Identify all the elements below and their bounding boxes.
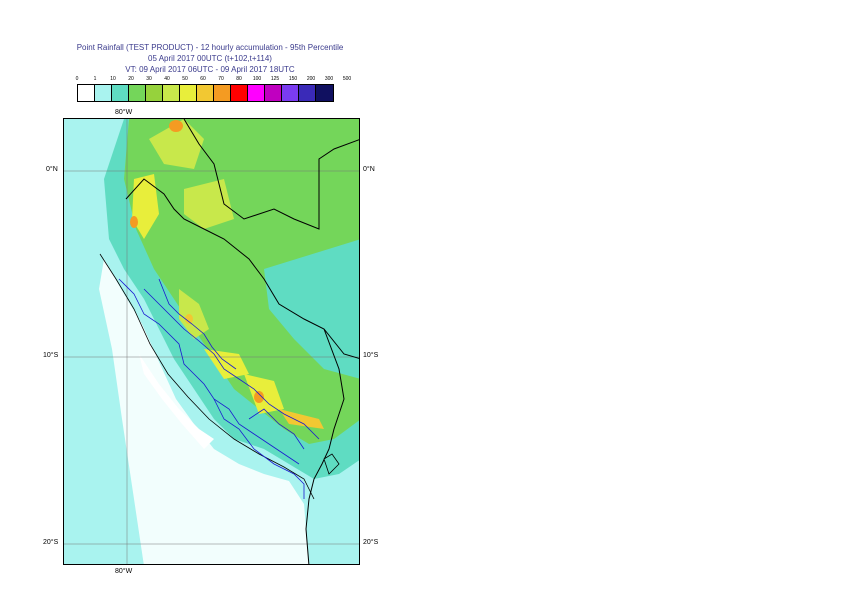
coastline [99,253,315,500]
region-border-5 [248,408,305,450]
colorbar-tick: 500 [342,76,352,82]
region-border-1 [118,278,300,465]
lon-label-bottom: 80°W [115,568,133,575]
colorbar-swatch [265,85,282,101]
country-border-peru-bolivia [305,328,345,564]
rainfall-map [63,118,360,565]
map-title: Point Rainfall (TEST PRODUCT) - 12 hourl… [76,43,344,52]
country-border-north [125,178,359,359]
lat-label-left-0n: 0°N [46,166,58,173]
colorbar-tick: 150 [288,76,298,82]
forecast-run-subtitle: 05 April 2017 00UTC (t+102,t+114) [148,54,272,63]
colorbar-swatch [316,85,333,101]
colorbar-tick: 0 [75,76,79,82]
rain-cell-ecuador [184,179,234,229]
colorbar-tick-labels: 0 1 10 20 30 40 50 60 70 80 100 125 150 … [70,76,355,84]
country-border-ecuador-colombia [183,119,359,230]
rain-max-coast [130,216,138,228]
colorbar-tick: 50 [182,76,188,82]
colorbar-swatch [231,85,248,101]
lon-label-top: 80°W [115,109,133,116]
land-rain-moderate [124,119,359,444]
colorbar-swatch [112,85,129,101]
lat-label-right-10s: 10°S [363,352,379,359]
colorbar-tick: 100 [252,76,262,82]
region-border-3 [158,278,237,370]
region-border-2 [143,288,320,440]
colorbar-tick: 125 [270,76,280,82]
region-border-4 [213,398,305,499]
colorbar-swatch [129,85,146,101]
colorbar-tick: 40 [164,76,170,82]
colorbar [77,84,334,102]
rain-cell-andes-south [244,374,284,414]
colorbar-tick: 200 [306,76,316,82]
rain-max-south [254,391,264,403]
colorbar-tick: 80 [236,76,242,82]
rainfall-map-svg [64,119,359,564]
colorbar-swatch [163,85,180,101]
rain-max-andes [185,314,193,324]
colorbar-swatch [214,85,231,101]
colorbar-tick: 300 [324,76,334,82]
colorbar-tick: 60 [200,76,206,82]
colorbar-tick: 30 [146,76,152,82]
colorbar-swatch [95,85,112,101]
colorbar-swatch [248,85,265,101]
coastal-dry-zone [139,354,214,449]
colorbar-swatch [180,85,197,101]
colorbar-swatch [146,85,163,101]
colorbar-swatch [282,85,299,101]
lat-label-left-20s: 20°S [43,539,59,546]
colorbar-swatch [197,85,214,101]
validity-time-subtitle: VT: 09 April 2017 06UTC - 09 April 2017 … [125,65,295,74]
lat-label-right-0n: 0°N [363,166,375,173]
rain-cell-north [149,119,204,169]
colorbar-tick: 10 [110,76,116,82]
rain-max-north [169,120,183,132]
colorbar-swatch [299,85,316,101]
rain-cell-southeast [279,409,324,429]
lat-label-left-10s: 10°S [43,352,59,359]
lat-label-right-20s: 20°S [363,539,379,546]
colorbar-swatch [78,85,95,101]
lake-titicaca [323,453,340,475]
colorbar-tick: 70 [218,76,224,82]
colorbar-tick: 1 [93,76,97,82]
rain-cell-coast-north [132,174,159,239]
low-rain-offshore-band [99,259,309,564]
rain-cell-andes-north [179,289,209,339]
colorbar-tick: 20 [128,76,134,82]
